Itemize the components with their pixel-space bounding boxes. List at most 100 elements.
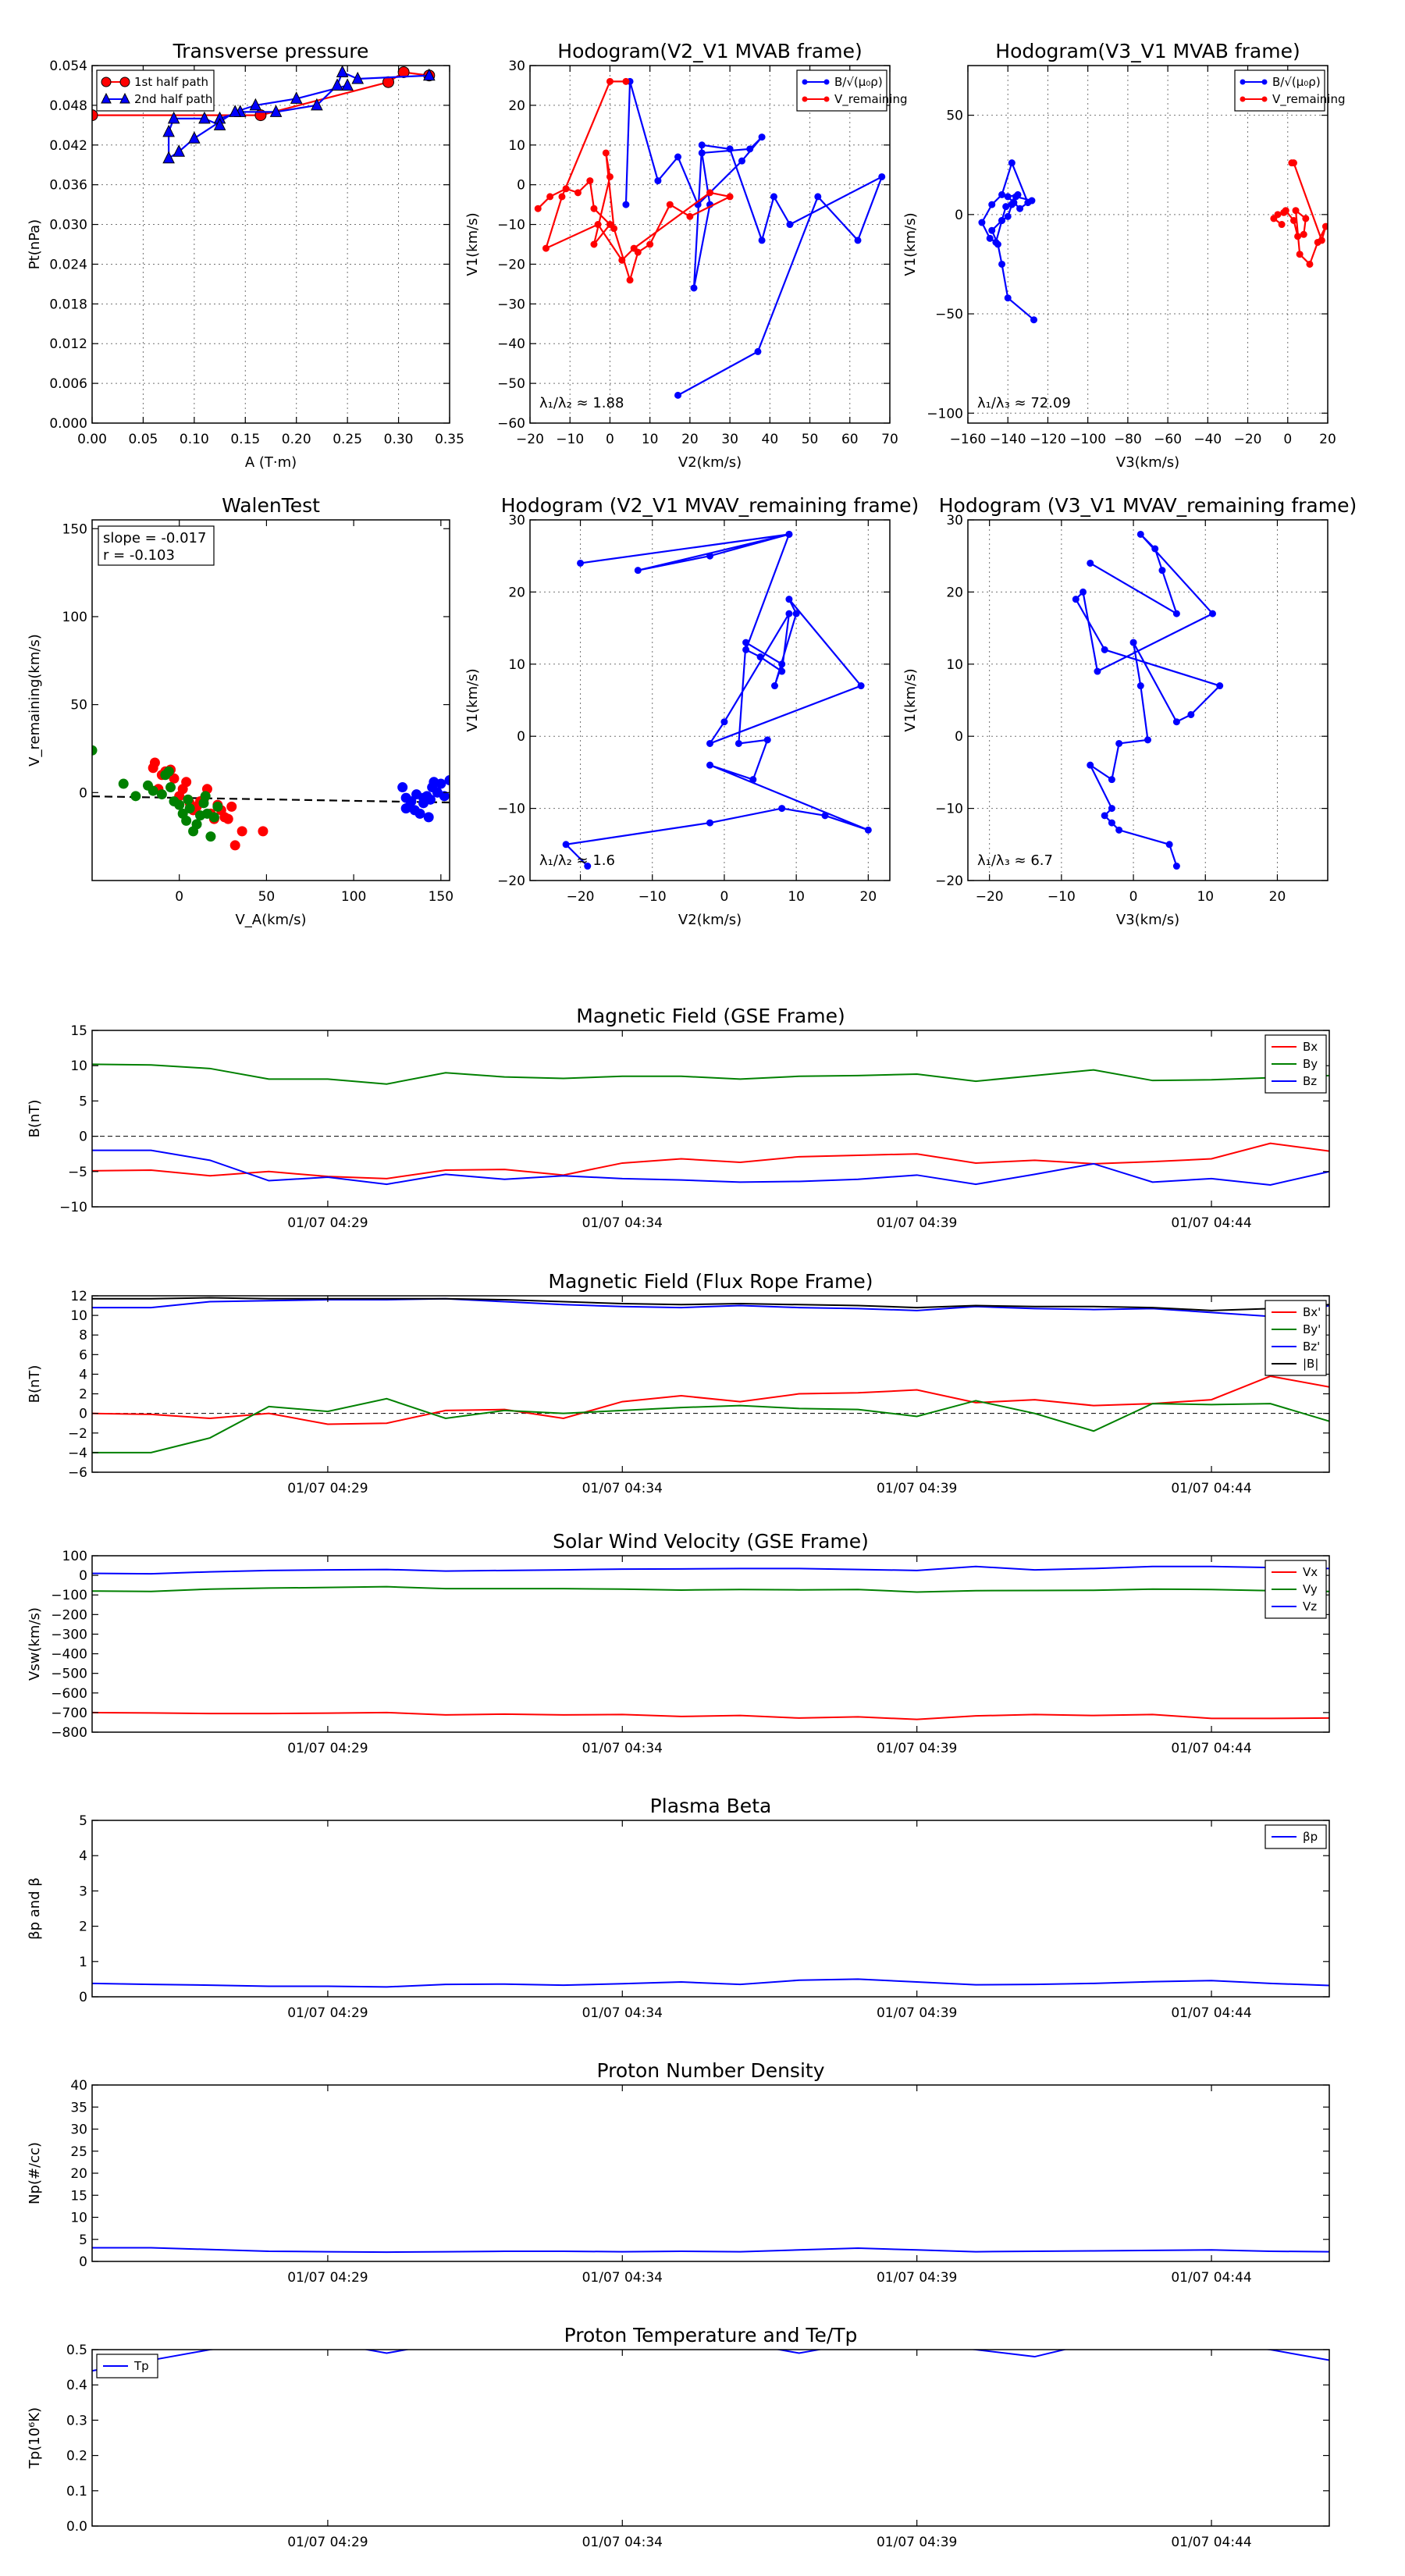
panel-p4: 0 50 100 150 0 50 100 150 WalenTest V_A(km/s) V_re… [27,494,454,928]
y-tick-label: −100 [927,406,963,422]
data-point [785,610,793,617]
data-point [758,237,766,244]
y-axis-label: V1(km/s) [464,668,481,731]
data-point [229,840,240,851]
data-point [1030,316,1038,324]
data-point [237,826,247,837]
y-axis-label: βp and β [27,1877,43,1940]
data-point [574,189,582,197]
data-point [698,149,706,157]
y-tick-label: 0.2 [66,2449,87,2464]
x-tick-label: −20 [1234,432,1262,447]
data-point [1172,718,1180,726]
legend-marker [101,92,112,104]
y-tick-label: 20 [508,585,525,600]
data-point [785,530,793,538]
data-point [1282,207,1289,215]
x-tick-label: 01/07 04:29 [287,2535,368,2550]
series-line [92,2350,1329,2372]
y-tick-label: 10 [70,1308,87,1324]
x-tick-label: −20 [976,889,1004,905]
data-point [1172,610,1180,617]
y-tick-label: −20 [497,873,525,889]
y-axis-label: Np(#/cc) [27,2142,43,2204]
data-point [749,776,757,784]
x-tick-label: 01/07 04:39 [877,1215,957,1231]
series-Tp [92,2350,1329,2372]
data-point [436,778,446,789]
y-tick-label: 0.5 [66,2343,87,2358]
y-tick-label: 30 [70,2122,87,2138]
x-tick-label: −40 [1193,432,1222,447]
data-point [622,201,630,208]
data-point [542,244,550,252]
x-tick-label: −20 [516,432,544,447]
legend: βp [1264,1824,1327,1849]
series-Vz [92,1565,1329,1575]
data-point [1129,639,1137,646]
y-tick-label: 4 [79,1848,87,1864]
y-tick-label: 0.030 [49,218,87,233]
legend-label: V_remaining [834,92,908,107]
x-tick-label: 20 [1319,432,1336,447]
y-tick-label: −10 [497,802,525,817]
y-tick-label: 0.018 [49,297,87,312]
y-tick-label: 5 [79,2233,87,2248]
data-point [726,193,734,201]
data-point [1302,215,1310,222]
data-point [149,757,160,768]
x-tick-label: 60 [841,432,859,447]
data-point [630,244,638,252]
data-point [1087,761,1094,769]
data-point [1101,646,1108,653]
series-line [92,1063,1329,1085]
x-tick-label: 50 [802,432,819,447]
x-tick-label: 01/07 04:34 [582,1215,663,1231]
plot-frame [91,65,450,424]
data-point [786,221,794,229]
y-tick-label: 0 [79,1568,87,1584]
data-point [444,775,450,786]
data-point [1158,567,1166,575]
legend: 1st half path 2nd half path [96,69,215,112]
data-point [1004,193,1012,201]
y-tick-label: 0.012 [49,336,87,352]
y-tick-label: 0.054 [49,59,87,74]
legend-box [96,69,215,112]
data-point [397,782,408,793]
data-point [174,799,185,810]
series-green [92,745,223,842]
data-point [397,66,410,78]
legend-label: βp [1303,1830,1318,1844]
x-tick-label: −140 [990,432,1026,447]
data-point [162,124,175,137]
chart-title: Transverse pressure [173,40,369,62]
x-tick-label: 0.30 [384,432,414,447]
data-point [181,777,192,788]
panel-p10: 01/07 04:29 01/07 04:34 01/07 04:39 01/07 0… [27,1795,1330,2021]
data-point [690,284,698,292]
data-point [1165,841,1173,849]
fit-line [92,795,450,804]
data-point [1136,682,1144,690]
data-point [546,193,554,201]
data-point [1080,588,1087,596]
data-point [1208,610,1216,617]
data-point [1072,596,1080,603]
y-tick-label: −2 [68,1426,87,1442]
y-tick-label: −700 [51,1706,87,1721]
series-line [92,1711,1329,1720]
x-tick-label: 01/07 04:34 [582,2270,663,2286]
data-point [763,736,771,744]
plot-frame [91,1030,1330,1208]
series-Bz [92,1149,1329,1186]
y-axis-label: V1(km/s) [902,212,919,276]
y-axis-label: Vsw(km/s) [27,1607,43,1681]
data-point [706,819,713,827]
y-tick-label: −50 [497,376,525,392]
data-point [1318,237,1325,244]
y-tick-label: 30 [508,59,525,74]
series-2nd-half-path [162,66,436,164]
x-axis-label: V_A(km/s) [235,912,306,928]
